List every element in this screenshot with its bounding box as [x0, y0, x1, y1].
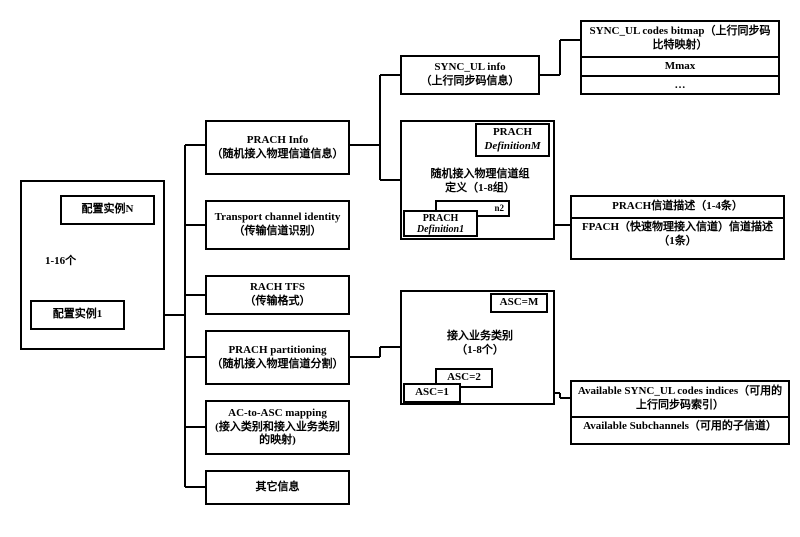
other-info-box: 其它信息 [205, 470, 350, 505]
label: 配置实例1 [53, 308, 103, 322]
sync-ul-info-box: SYNC_UL info （上行同步码信息） [400, 55, 540, 95]
prach-group-label: 随机接入物理信道组 定义（1-8组） [410, 168, 550, 196]
ac-asc-mapping-box: AC-to-ASC mapping (接入类别和接入业务类别的映射) [205, 400, 350, 455]
config-instance-n: 配置实例N [60, 195, 155, 225]
transport-channel-box: Transport channel identity （传输信道识别） [205, 200, 350, 250]
prach-definition-1: PRACH Definition1 [403, 210, 478, 237]
rach-tfs-box: RACH TFS （传输格式） [205, 275, 350, 315]
prach-definition-m: PRACH DefinitionM [475, 123, 550, 157]
prach-info-box: PRACH Info （随机接入物理信道信息） [205, 120, 350, 175]
prach-partitioning-box: PRACH partitioning （随机接入物理信道分割） [205, 330, 350, 385]
asc-group-label: 接入业务类别 （1-8个） [425, 330, 535, 358]
sync-bitmap-table: SYNC_UL codes bitmap（上行同步码比特映射） Mmax … [580, 20, 780, 95]
available-table: Available SYNC_UL codes indices（可用的上行同步码… [570, 380, 790, 445]
label: 配置实例N [82, 203, 134, 217]
prach-description-table: PRACH信道描述（1-4条） FPACH（快速物理接入信道）信道描述（1条） [570, 195, 785, 260]
config-count-label: 1-16个 [45, 255, 76, 269]
asc-1: ASC=1 [403, 383, 461, 403]
config-instance-1: 配置实例1 [30, 300, 125, 330]
asc-m: ASC=M [490, 293, 548, 313]
